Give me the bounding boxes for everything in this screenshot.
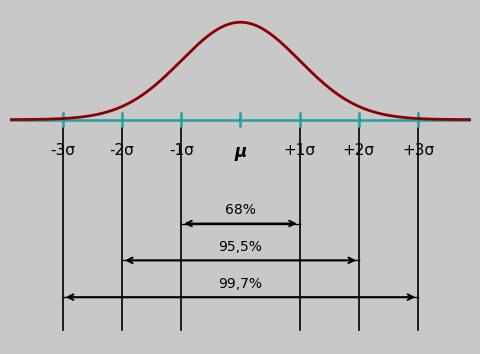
- Text: 68%: 68%: [225, 203, 255, 217]
- Text: -1σ: -1σ: [168, 143, 193, 159]
- Text: 95,5%: 95,5%: [218, 240, 262, 254]
- Text: +3σ: +3σ: [401, 143, 433, 159]
- Text: +2σ: +2σ: [342, 143, 374, 159]
- Text: -2σ: -2σ: [109, 143, 134, 159]
- Text: -3σ: -3σ: [50, 143, 75, 159]
- Text: 99,7%: 99,7%: [218, 276, 262, 291]
- Text: +1σ: +1σ: [283, 143, 315, 159]
- Text: μ: μ: [234, 143, 246, 161]
